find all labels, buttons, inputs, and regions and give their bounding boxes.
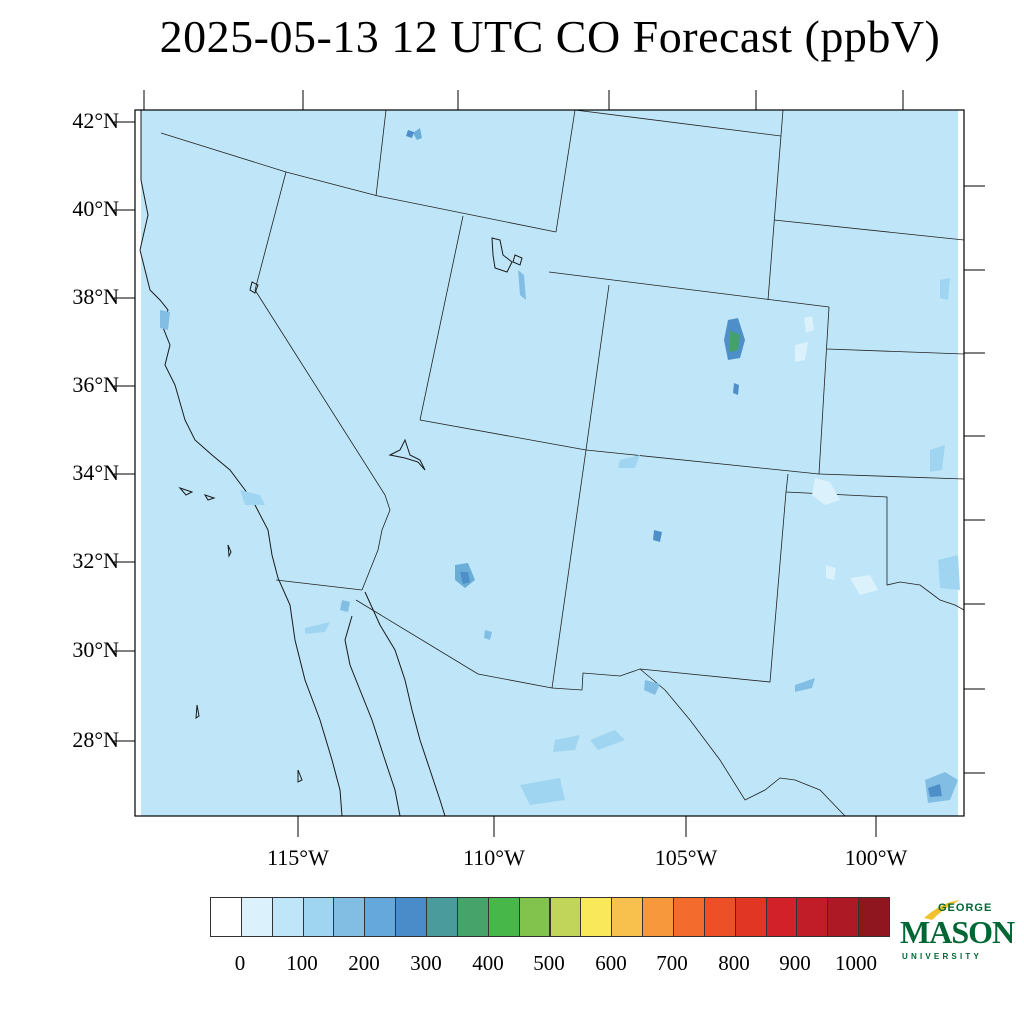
lat-label-36n: 36°N (72, 372, 119, 397)
colorbar (210, 897, 890, 939)
page-title: 2025-05-13 12 UTC CO Forecast (ppbV) (159, 11, 941, 62)
colorbar-swatch (765, 897, 798, 937)
colorbar-label: 100 (286, 951, 318, 975)
colorbar-label: 800 (718, 951, 750, 975)
colorbar-swatch (827, 897, 860, 937)
colorbar-swatch (426, 897, 458, 937)
colorbar-swatch (549, 897, 582, 937)
colorbar-label: 400 (472, 951, 504, 975)
lat-label-40n: 40°N (72, 196, 119, 221)
colorbar-swatch (395, 897, 428, 937)
map-frame (134, 109, 965, 817)
colorbar-swatch (487, 897, 520, 937)
george-mason-logo: GEORGE MASON UNIVERSITY (900, 900, 1015, 970)
colorbar-swatch (456, 897, 489, 937)
lat-label-42n: 42°N (72, 108, 119, 133)
lat-label-32n: 32°N (72, 548, 119, 573)
colorbar-label: 300 (410, 951, 442, 975)
colorbar-label: 700 (656, 951, 688, 975)
lat-label-28n: 28°N (72, 727, 119, 752)
colorbar-swatch (271, 897, 304, 937)
colorbar-swatch (580, 897, 613, 937)
colorbar-swatch (364, 897, 397, 937)
colorbar-swatch (858, 897, 890, 937)
colorbar-swatch (518, 897, 551, 937)
co-features (160, 128, 960, 805)
map-background (135, 110, 964, 816)
lon-label-105w: 105°W (654, 845, 718, 870)
colorbar-label: 500 (533, 951, 565, 975)
state-boundaries (160, 109, 965, 817)
logo-swoosh-icon (924, 900, 960, 920)
colorbar-swatch (611, 897, 644, 937)
colorbar-label: 1000 (835, 951, 877, 975)
colorbar-label: 0 (234, 951, 246, 975)
colorbar-swatch (734, 897, 767, 937)
colorbar-swatch (703, 897, 736, 937)
colorbar-label: 600 (595, 951, 627, 975)
colorbar-label: 900 (779, 951, 811, 975)
lon-label-115w: 115°W (267, 845, 329, 870)
coastline (139, 110, 343, 817)
lake-tahoe (249, 281, 259, 294)
colorbar-swatch (642, 897, 674, 937)
lon-label-100w: 100°W (844, 845, 908, 870)
logo-line3: UNIVERSITY (902, 952, 983, 961)
lat-label-38n: 38°N (72, 284, 119, 309)
logo-line1: GEORGE (938, 902, 993, 914)
lat-label-30n: 30°N (72, 637, 119, 662)
colorbar-swatch (240, 897, 273, 937)
gulf-coast-west (344, 615, 401, 817)
lon-label-110w: 110°W (463, 845, 525, 870)
colorbar-swatch (302, 897, 335, 937)
colorbar-swatch (333, 897, 366, 937)
lake-mead (388, 438, 426, 471)
logo-line2: MASON (900, 914, 1015, 950)
colorbar-swatch (210, 897, 242, 937)
lat-label-34n: 34°N (72, 460, 119, 485)
gulf-coast-east (364, 591, 446, 817)
colorbar-swatch (672, 897, 705, 937)
colorbar-label: 200 (348, 951, 380, 975)
great-salt-lake (491, 237, 513, 273)
colorbar-swatch (796, 897, 829, 937)
